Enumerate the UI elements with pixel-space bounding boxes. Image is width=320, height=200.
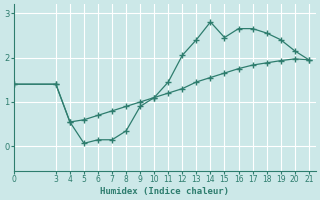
X-axis label: Humidex (Indice chaleur): Humidex (Indice chaleur) [100,187,229,196]
